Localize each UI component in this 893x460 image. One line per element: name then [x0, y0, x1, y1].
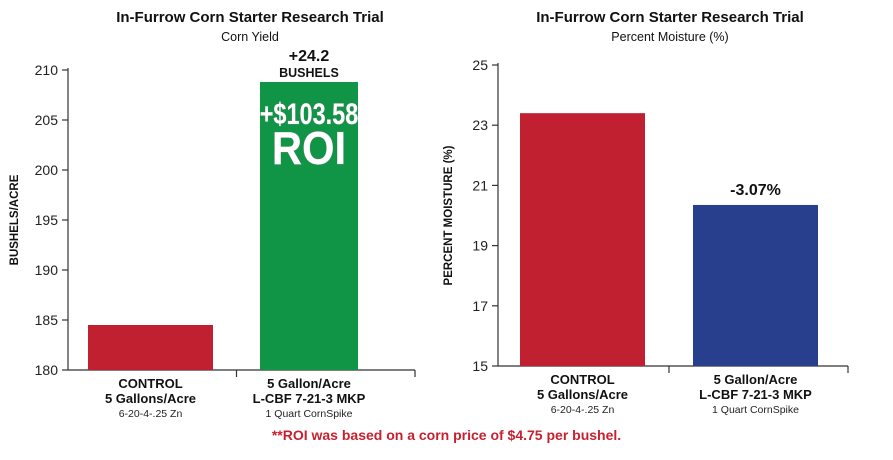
- bar-0: [520, 113, 645, 366]
- y-tick-label: 21: [472, 177, 488, 193]
- bar-annotation-unit: BUSHELS: [279, 66, 339, 80]
- x-category-label: L-CBF 7-21-3 MKP: [253, 391, 366, 406]
- moisture-chart-title: In-Furrow Corn Starter Research Trial: [536, 9, 804, 26]
- bar-annotation-value: -3.07%: [730, 182, 781, 199]
- y-tick-label: 23: [472, 117, 488, 133]
- y-tick-label: 205: [35, 112, 59, 128]
- x-category-label: 5 Gallon/Acre: [714, 372, 798, 387]
- x-category-label: CONTROL: [550, 372, 614, 387]
- x-category-sublabel: 6-20-4-.25 Zn: [551, 404, 615, 416]
- y-tick-label: 195: [35, 212, 59, 228]
- bar-1: [693, 204, 818, 366]
- bar-0: [88, 325, 213, 370]
- roi-text-label: ROI: [272, 123, 346, 174]
- x-category-sublabel: 1 Quart CornSpike: [712, 404, 799, 416]
- x-category-sublabel: 6-20-4-.25 Zn: [119, 408, 183, 420]
- bar-1: [260, 82, 358, 370]
- y-axis-label: BUSHELS/ACRE: [9, 174, 21, 265]
- x-category-label: 5 Gallon/Acre: [267, 376, 351, 391]
- yield-chart-subtitle: Corn Yield: [221, 30, 279, 44]
- roi-value-label: +$103.58: [260, 97, 359, 131]
- y-tick-label: 190: [35, 262, 59, 278]
- y-tick-label: 17: [472, 298, 488, 314]
- x-category-label: 5 Gallons/Acre: [537, 387, 628, 402]
- y-tick-label: 25: [472, 57, 488, 73]
- y-tick-label: 210: [35, 62, 59, 78]
- x-category-label: L-CBF 7-21-3 MKP: [699, 387, 812, 402]
- x-category-sublabel: 1 Quart CornSpike: [266, 408, 353, 420]
- bar-annotation-value: +24.2: [289, 48, 330, 65]
- x-category-label: CONTROL: [118, 376, 182, 391]
- y-axis-label: PERCENT MOISTURE (%): [443, 145, 455, 285]
- y-tick-label: 15: [472, 358, 488, 374]
- yield-chart-title: In-Furrow Corn Starter Research Trial: [116, 9, 384, 26]
- y-tick-label: 180: [35, 362, 59, 378]
- y-tick-label: 200: [35, 162, 59, 178]
- moisture-chart-subtitle: Percent Moisture (%): [611, 30, 729, 44]
- y-tick-label: 185: [35, 312, 59, 328]
- x-category-label: 5 Gallons/Acre: [105, 391, 196, 406]
- roi-footnote: **ROI was based on a corn price of $4.75…: [271, 427, 622, 443]
- y-tick-label: 19: [472, 238, 488, 254]
